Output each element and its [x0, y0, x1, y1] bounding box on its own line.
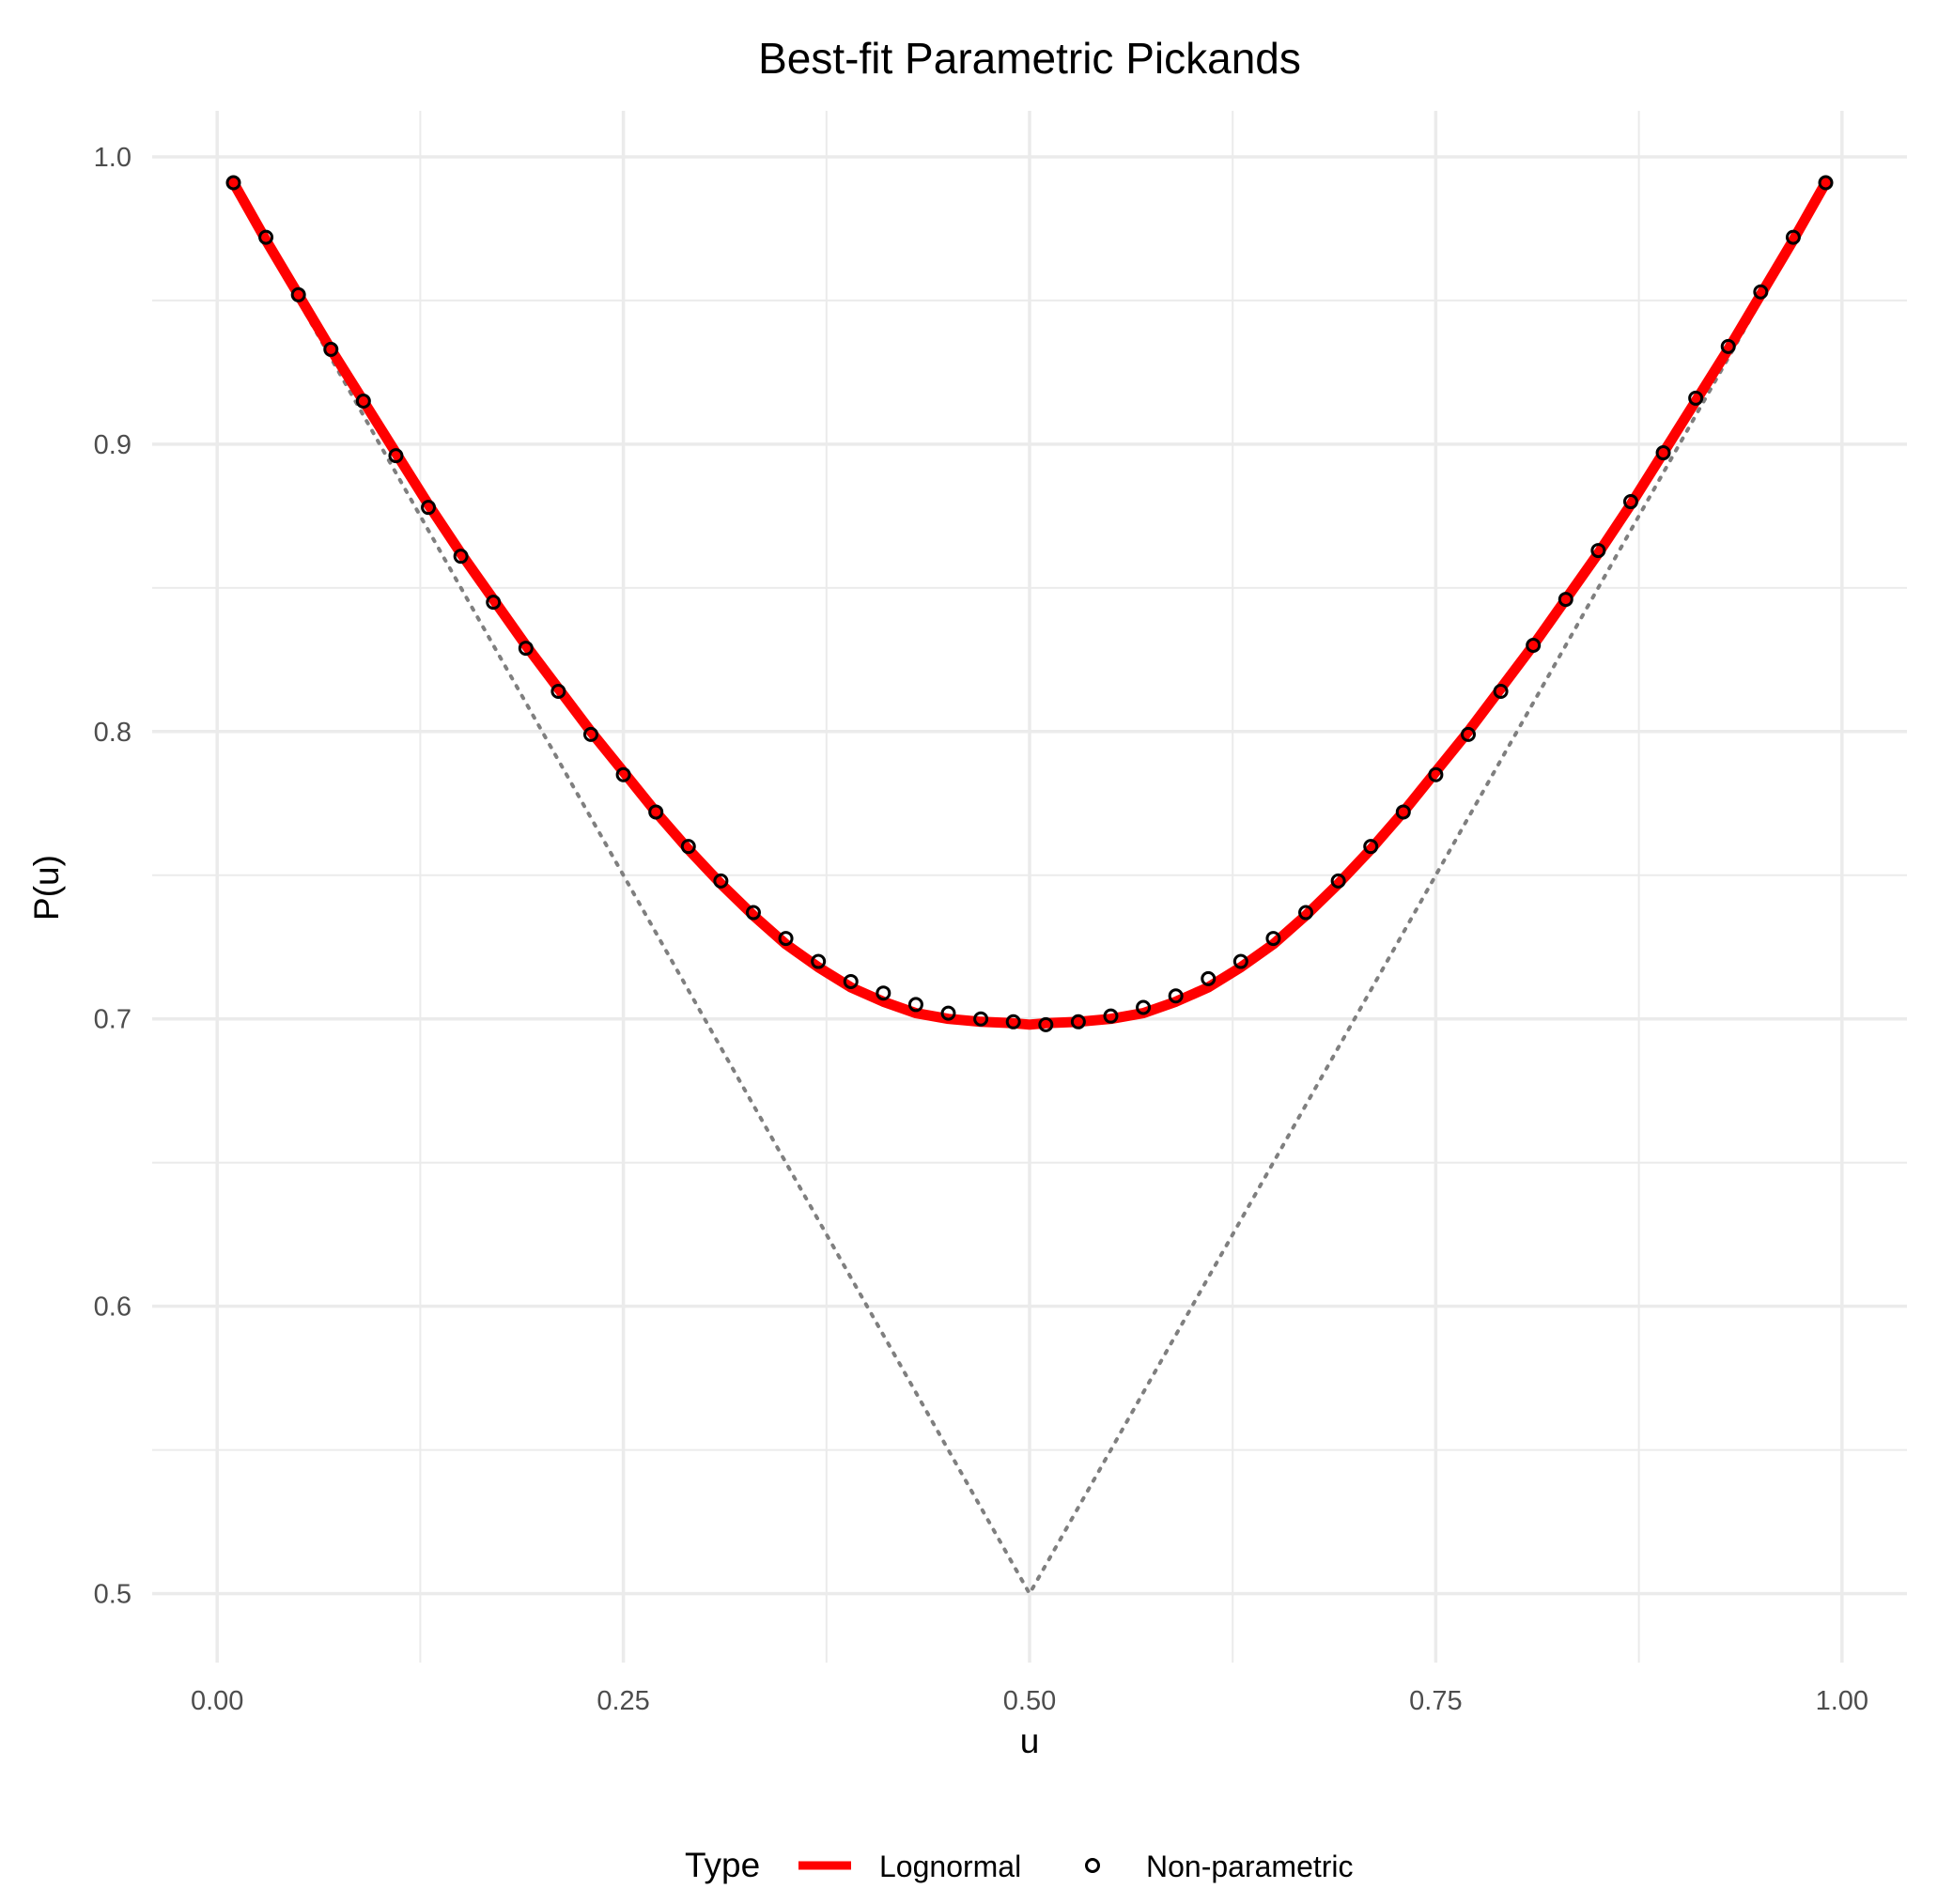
non-parametric-point [486, 595, 502, 611]
x-tick-label: 0.00 [191, 1686, 243, 1716]
non-parametric-point [518, 641, 534, 657]
non-parametric-point [907, 997, 923, 1013]
non-parametric-point [290, 286, 306, 302]
non-parametric-point [323, 341, 339, 357]
x-tick-label: 0.75 [1409, 1686, 1462, 1716]
non-parametric-point [1688, 390, 1704, 406]
non-parametric-point [1785, 229, 1801, 245]
lognormal-layer [228, 178, 1831, 1030]
non-parametric-point [258, 229, 274, 245]
legend: Type Lognormal Non-parametric [685, 1846, 1354, 1884]
non-parametric-point [1590, 543, 1606, 559]
legend-non-parametric-label: Non-parametric [1146, 1850, 1354, 1883]
y-tick-label: 0.8 [94, 718, 132, 748]
non-parametric-point [1622, 494, 1638, 510]
non-parametric-point [1655, 445, 1671, 461]
non-parametric-point [1038, 1016, 1054, 1032]
non-parametric-point [550, 683, 566, 699]
y-tick-label: 0.5 [94, 1580, 132, 1610]
y-tick-label: 0.9 [94, 430, 132, 460]
chart-title: Best-fit Parametric Pickands [758, 34, 1301, 83]
non-parametric-point [1363, 839, 1379, 855]
y-tick-label: 0.7 [94, 1005, 132, 1035]
non-parametric-point [876, 985, 891, 1001]
non-parametric-point [615, 766, 631, 782]
non-parametric-point [421, 500, 437, 516]
non-parametric-point [1298, 905, 1314, 921]
non-parametric-point [1428, 766, 1444, 782]
lognormal-line [228, 178, 1831, 1030]
x-axis-title: u [1020, 1722, 1040, 1760]
non-parametric-layer [225, 175, 1834, 1032]
non-parametric-point [225, 175, 241, 191]
non-parametric-point [843, 973, 859, 989]
non-parametric-point [1201, 970, 1217, 986]
non-parametric-point [1395, 804, 1411, 820]
non-parametric-point [973, 1011, 989, 1027]
non-parametric-point [1558, 592, 1573, 608]
non-parametric-point [745, 905, 761, 921]
x-tick-label: 0.25 [597, 1686, 649, 1716]
non-parametric-point [1070, 1014, 1086, 1029]
non-parametric-point [1720, 338, 1736, 354]
legend-lognormal-label: Lognormal [879, 1850, 1021, 1883]
non-parametric-point [388, 448, 404, 464]
non-parametric-point [1753, 284, 1769, 300]
non-parametric-point [1168, 988, 1184, 1004]
non-parametric-point [1526, 638, 1542, 654]
non-parametric-point [453, 549, 469, 565]
y-tick-label: 1.0 [94, 143, 132, 173]
y-axis-title: P(u) [27, 855, 66, 921]
legend-non-parametric-key [1085, 1858, 1100, 1873]
major-grid [152, 111, 1907, 1663]
x-tick-labels: 0.00 0.25 0.50 0.75 1.00 [191, 1686, 1868, 1716]
legend-title: Type [685, 1846, 760, 1884]
y-tick-label: 0.6 [94, 1293, 132, 1323]
non-parametric-point [1232, 953, 1248, 969]
non-parametric-point [355, 393, 371, 409]
reference-bound-line [231, 183, 1828, 1598]
non-parametric-point [1005, 1014, 1021, 1029]
non-parametric-point [648, 804, 664, 820]
non-parametric-point [1330, 873, 1346, 889]
non-parametric-point [680, 839, 696, 855]
non-parametric-point [1818, 175, 1834, 191]
non-parametric-point [811, 953, 827, 969]
x-tick-label: 1.00 [1816, 1686, 1868, 1716]
y-tick-labels: 0.5 0.6 0.7 0.8 0.9 1.0 [94, 143, 132, 1610]
non-parametric-point [1103, 1008, 1119, 1024]
x-tick-label: 0.50 [1003, 1686, 1056, 1716]
non-parametric-point [583, 726, 598, 742]
non-parametric-point [940, 1005, 956, 1021]
reference-layer [231, 183, 1828, 1598]
non-parametric-point [1461, 726, 1476, 742]
non-parametric-point [1265, 931, 1281, 947]
non-parametric-point [778, 931, 794, 947]
non-parametric-point [713, 873, 729, 889]
non-parametric-point [1493, 683, 1509, 699]
non-parametric-point [1136, 999, 1152, 1015]
